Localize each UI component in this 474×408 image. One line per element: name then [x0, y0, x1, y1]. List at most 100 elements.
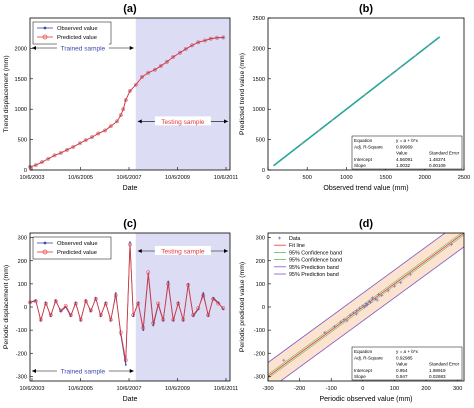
data-point	[176, 301, 181, 306]
x-tick-label: 1000	[340, 175, 352, 181]
testing-label: Testing sample	[161, 249, 205, 256]
x-tick-label: 100	[390, 386, 399, 392]
data-point	[342, 318, 346, 322]
x-axis-label: Date	[123, 396, 138, 403]
data-point	[118, 330, 123, 335]
trained-label-bg	[56, 43, 109, 52]
x-tick-label: 2000	[419, 175, 431, 181]
data-point	[373, 297, 377, 301]
data-point	[186, 283, 191, 287]
data-point	[348, 313, 352, 317]
y-tick-label: -300	[16, 374, 27, 380]
data-point	[108, 317, 113, 322]
series-line-1	[29, 244, 224, 361]
y-tick-label: 0	[24, 168, 27, 174]
data-point	[171, 54, 176, 59]
data-point	[355, 308, 359, 312]
data-point	[203, 38, 207, 43]
legend-marker	[278, 236, 281, 240]
y-tick-label: 0	[262, 168, 265, 174]
data-point	[399, 66, 402, 69]
y-tick-label: 200	[256, 259, 265, 265]
legend-label: 95% Prediction band	[289, 265, 339, 271]
data-point	[65, 147, 69, 152]
data-point	[123, 98, 128, 103]
y-tick-label: 1000	[15, 107, 27, 113]
data-point	[221, 35, 226, 40]
data-point	[380, 293, 384, 297]
x-axis-label: Date	[123, 185, 138, 192]
legend-label: Predicted value	[57, 250, 97, 256]
legend-label: 95% Prediction band	[289, 272, 339, 278]
table-cell: 1.98919	[429, 368, 446, 373]
panel-label: (a)	[123, 3, 137, 15]
x-tick-label: 10/6/2007	[117, 386, 142, 392]
data-point	[396, 68, 399, 71]
data-point	[63, 303, 68, 308]
data-point	[115, 119, 119, 124]
data-point	[96, 131, 101, 136]
y-tick-label: 1500	[15, 77, 27, 83]
data-point	[146, 70, 151, 75]
data-point	[158, 64, 163, 68]
data-point	[191, 313, 196, 318]
y-tick-label: 200	[18, 259, 27, 265]
data-point	[282, 358, 286, 362]
x-tick-label: 1500	[379, 175, 391, 181]
prediction-band-lower	[279, 246, 464, 381]
stats-table	[351, 135, 463, 170]
legend	[32, 236, 112, 260]
table-cell: 0.02683	[429, 374, 446, 379]
data-point	[196, 40, 201, 45]
y-axis-label: Periodic predicted value (mm)	[239, 262, 246, 352]
x-tick-label: -300	[262, 386, 273, 392]
x-tick-label: 10/6/2003	[20, 386, 45, 392]
table-cell: 0.954	[396, 368, 408, 373]
table-cell: Slope	[354, 374, 366, 379]
data-point	[389, 74, 392, 77]
data-point	[339, 320, 343, 324]
data-point	[88, 308, 93, 313]
bands	[268, 233, 464, 381]
y-tick-label: 500	[18, 138, 27, 144]
data-point	[131, 313, 136, 318]
x-tick-label: 10/6/2005	[68, 386, 93, 392]
trained-label-bg	[56, 366, 109, 375]
data-point	[78, 317, 83, 322]
stats-table	[351, 346, 463, 381]
data-point	[113, 293, 118, 298]
x-tick-label: 10/6/2011	[214, 386, 238, 392]
y-tick-label: 0	[24, 305, 27, 311]
y-tick-label: 100	[256, 282, 265, 288]
data-point	[386, 289, 390, 293]
data-point	[323, 330, 327, 334]
y-tick-label: -200	[254, 351, 265, 357]
data-point	[46, 156, 51, 161]
legend-label: Predicted value	[57, 35, 97, 41]
x-tick-label: 0	[266, 175, 269, 181]
y-tick-label: 1000	[253, 107, 265, 113]
data-point	[53, 299, 58, 304]
data-point	[181, 317, 186, 322]
legend-label: Observed value	[57, 26, 98, 32]
data-point	[392, 284, 396, 288]
data-point	[128, 89, 132, 93]
x-tick-label: 10/6/2005	[68, 175, 93, 181]
data-point	[83, 299, 88, 304]
panel-label: (b)	[359, 3, 373, 15]
y-tick-label: 100	[18, 282, 27, 288]
trained-label: Trained sample	[61, 46, 106, 53]
prediction-band-upper	[268, 233, 446, 363]
data-point	[103, 301, 108, 306]
data-point	[140, 75, 144, 79]
data-point	[83, 138, 88, 143]
trained-label: Trained sample	[61, 369, 106, 376]
table-cell: 0.00109	[429, 163, 446, 168]
data-point	[399, 281, 403, 285]
x-tick-label: 200	[421, 386, 430, 392]
table-cell: 4.56091	[396, 157, 413, 162]
panel-d: (d) -300 -200 -100 0 100 200 300 -300 -200 -100 0 10…	[239, 218, 465, 403]
data-point	[121, 107, 126, 112]
y-axis-label: Predicted trend value (mm)	[239, 53, 246, 135]
